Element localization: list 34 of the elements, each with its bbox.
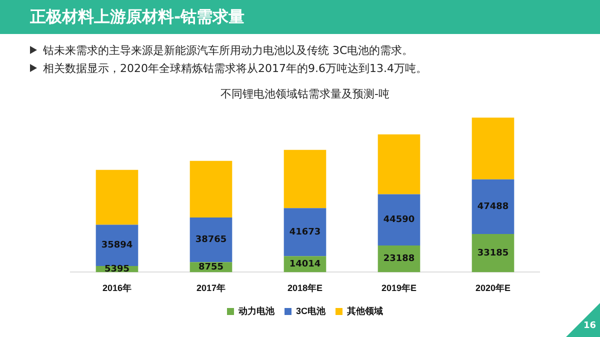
- legend-label: 3C电池: [296, 306, 326, 316]
- text: 16: [583, 321, 596, 331]
- x-tick-label: 2016年: [102, 283, 132, 294]
- chart-subtitle: 不同锂电池领域钴需求量及预测-吨: [220, 87, 390, 100]
- data-label: 38765: [195, 235, 227, 246]
- bar: [472, 179, 514, 234]
- bar: [472, 234, 514, 272]
- data-label: 47488: [477, 202, 509, 212]
- legend-label: 其他领域: [346, 306, 383, 316]
- data-label: 8755: [198, 262, 224, 273]
- data-label: 33185: [477, 248, 509, 258]
- x-tick-label: 2019年E: [381, 283, 417, 294]
- bar: [378, 134, 420, 194]
- data-label: 23188: [383, 254, 415, 264]
- data-label: 44590: [383, 215, 415, 226]
- data-label: 14014: [289, 259, 321, 270]
- data-label: 35894: [101, 240, 133, 251]
- bar: [378, 194, 420, 246]
- bar: [284, 208, 326, 256]
- data-label: 41673: [289, 227, 321, 238]
- chart-title: 正极材料上游原材料-钴需求量: [0, 0, 600, 34]
- data-label: 5395: [104, 264, 130, 274]
- bar: [472, 118, 514, 180]
- bar: [96, 170, 138, 225]
- bar: [190, 160, 232, 218]
- x-tick-label: 2017年: [196, 283, 226, 294]
- x-tick-label: 2020年E: [475, 283, 511, 294]
- bar: [190, 218, 232, 262]
- text: 相关数据显示，2020年全球精炼钴需求将从2017年的9.6万吨达到13.4万吨。: [42, 61, 427, 76]
- x-tick-label: 2018年E: [287, 283, 323, 294]
- text: 钴未来需求的主导来源是新能源汽车所用动力电池以及传统 3C电池的需求。: [42, 43, 414, 58]
- bar: [284, 150, 326, 208]
- legend-label: 动力电池: [238, 306, 276, 316]
- bar: [96, 224, 138, 266]
